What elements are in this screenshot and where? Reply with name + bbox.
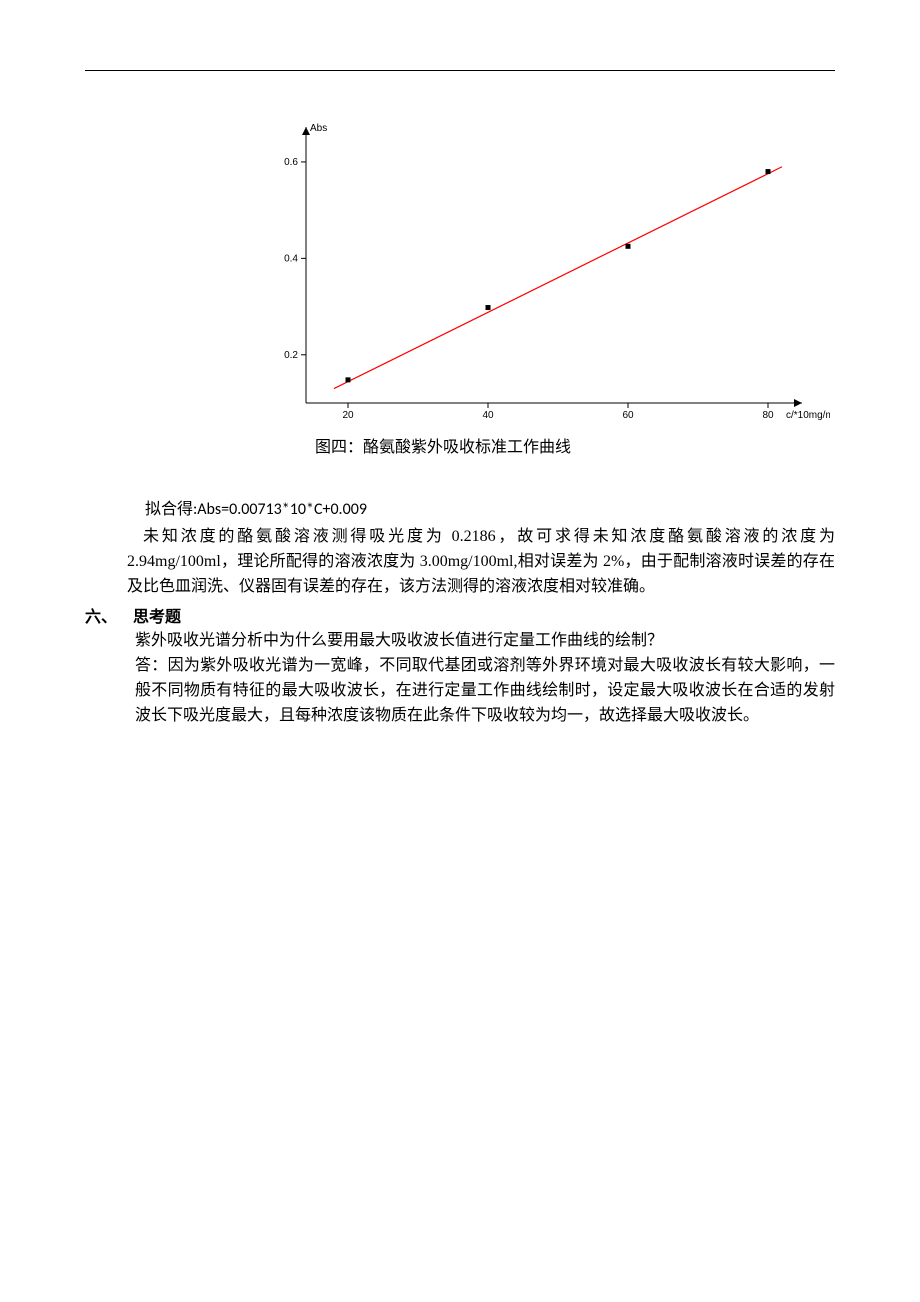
svg-text:80: 80 bbox=[762, 410, 774, 421]
analysis-paragraph: 未知浓度的酪氨酸溶液测得吸光度为 0.2186，故可求得未知浓度酪氨酸溶液的浓度… bbox=[127, 525, 835, 599]
fit-equation: 拟合得:Abs=0.00713*10*C+0.009 bbox=[145, 495, 835, 519]
chart-container: 0.2 0.4 0.6 20 40 60 80 Abs c/*10mg/ml bbox=[270, 121, 835, 431]
svg-text:0.4: 0.4 bbox=[284, 253, 298, 264]
answer-text: 答：因为紫外吸收光谱为一宽峰，不同取代基团或溶剂等外界环境对最大吸收波长有较大影… bbox=[135, 654, 835, 728]
svg-text:40: 40 bbox=[482, 410, 494, 421]
section-title: 思考题 bbox=[133, 603, 181, 627]
svg-text:0.6: 0.6 bbox=[284, 157, 298, 168]
section-header: 六、 思考题 bbox=[85, 603, 835, 627]
chart-caption: 图四：酪氨酸紫外吸收标准工作曲线 bbox=[315, 433, 835, 457]
header-rule bbox=[85, 70, 835, 71]
question-answer-block: 紫外吸收光谱分析中为什么要用最大吸收波长值进行定量工作曲线的绘制？ 答：因为紫外… bbox=[135, 629, 835, 728]
svg-text:Abs: Abs bbox=[310, 123, 327, 134]
svg-text:c/*10mg/ml: c/*10mg/ml bbox=[786, 410, 830, 421]
para1-text: 未知浓度的酪氨酸溶液测得吸光度为 0.2186，故可求得未知浓度酪氨酸溶液的浓度… bbox=[127, 525, 835, 599]
question-text: 紫外吸收光谱分析中为什么要用最大吸收波长值进行定量工作曲线的绘制？ bbox=[135, 629, 835, 654]
page-container: 0.2 0.4 0.6 20 40 60 80 Abs c/*10mg/ml 图四：酪氨酸紫外吸… bbox=[0, 0, 920, 729]
calibration-chart: 0.2 0.4 0.6 20 40 60 80 Abs c/*10mg/ml bbox=[270, 121, 830, 431]
svg-text:20: 20 bbox=[342, 410, 354, 421]
svg-text:0.2: 0.2 bbox=[284, 350, 298, 361]
section-number: 六、 bbox=[85, 603, 133, 627]
svg-text:60: 60 bbox=[622, 410, 634, 421]
